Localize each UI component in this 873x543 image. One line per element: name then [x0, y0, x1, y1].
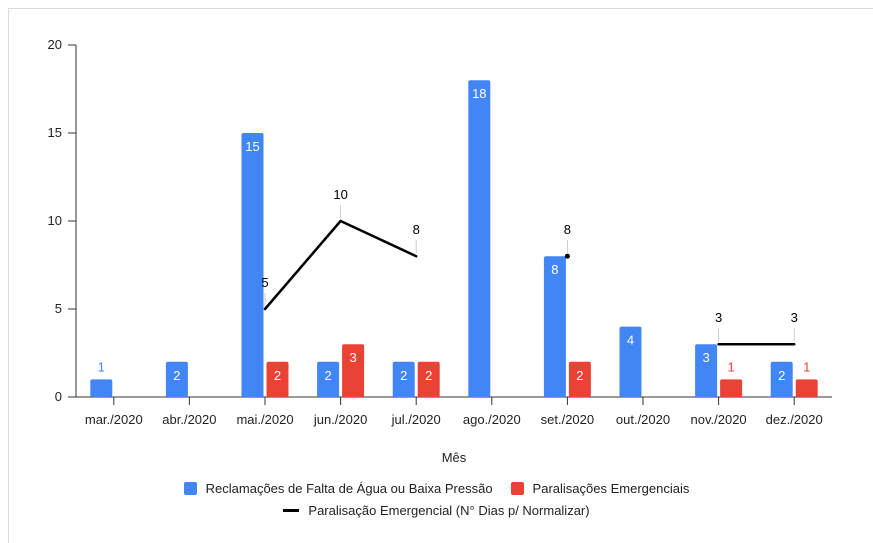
x-tick-label: mai./2020: [236, 412, 293, 427]
bar-paralisacoes: [568, 361, 591, 397]
x-tick-label: nov./2020: [691, 412, 747, 427]
data-label-reclamacoes: 2: [324, 368, 331, 383]
legend: Reclamações de Falta de Água ou Baixa Pr…: [0, 478, 873, 522]
y-tick-label: 5: [55, 301, 62, 316]
data-label-paralisacoes: 2: [425, 368, 432, 383]
data-label-dias: 3: [791, 310, 798, 325]
data-label-paralisacoes: 3: [349, 350, 356, 365]
data-label-dias: 3: [715, 310, 722, 325]
bar-reclamacoes: [543, 256, 566, 397]
bar-reclamacoes: [619, 326, 642, 397]
bar-reclamacoes: [468, 80, 491, 397]
data-label-paralisacoes: 2: [274, 368, 281, 383]
legend-row-2: Paralisação Emergencial (N° Dias p/ Norm…: [0, 500, 873, 520]
bar-paralisacoes: [342, 344, 365, 397]
y-tick-label: 15: [48, 125, 62, 140]
x-tick-label: dez./2020: [766, 412, 823, 427]
legend-swatch-reclamacoes: [183, 481, 197, 495]
x-tick-label: set./2020: [541, 412, 595, 427]
bar-reclamacoes: [241, 133, 264, 397]
legend-label-reclamacoes: Reclamações de Falta de Água ou Baixa Pr…: [205, 480, 493, 496]
y-tick-label: 10: [48, 213, 62, 228]
data-label-reclamacoes: 3: [702, 350, 709, 365]
data-label-paralisacoes: 1: [727, 359, 734, 374]
legend-swatch-dias: [283, 508, 300, 512]
data-label-dias: 5: [261, 275, 268, 290]
data-label-reclamacoes: 2: [173, 368, 180, 383]
x-tick-label: out./2020: [616, 412, 670, 427]
bar-reclamacoes: [317, 361, 340, 397]
data-label-dias: 10: [333, 187, 347, 202]
legend-item-dias[interactable]: Paralisação Emergencial (N° Dias p/ Norm…: [283, 502, 590, 518]
x-tick-label: abr./2020: [162, 412, 216, 427]
data-label-reclamacoes: 15: [245, 139, 259, 154]
line-point-dias: [564, 253, 570, 259]
data-label-reclamacoes: 2: [400, 368, 407, 383]
data-label-dias: 8: [413, 222, 420, 237]
data-label-reclamacoes: 2: [778, 368, 785, 383]
bar-reclamacoes: [695, 344, 718, 397]
bar-paralisacoes: [266, 361, 289, 397]
data-label-reclamacoes: 18: [472, 86, 486, 101]
line-segment-dias: [263, 219, 342, 311]
legend-label-paralisacoes: Paralisações Emergenciais: [532, 480, 690, 496]
x-tick-label: mar./2020: [85, 412, 143, 427]
legend-row-1: Reclamações de Falta de Água ou Baixa Pr…: [0, 478, 873, 498]
legend-item-reclamacoes[interactable]: Reclamações de Falta de Água ou Baixa Pr…: [183, 480, 493, 496]
bar-reclamacoes: [90, 379, 113, 397]
bar-paralisacoes: [417, 361, 440, 397]
bar-reclamacoes: [392, 361, 415, 397]
bar-reclamacoes: [165, 361, 188, 397]
data-label-reclamacoes: 8: [551, 262, 558, 277]
x-tick-label: ago./2020: [463, 412, 521, 427]
data-label-paralisacoes: 2: [576, 368, 583, 383]
x-tick-label: jul./2020: [391, 412, 441, 427]
data-label-reclamacoes: 1: [98, 359, 105, 374]
legend-swatch-paralisacoes: [510, 481, 524, 495]
legend-item-paralisacoes[interactable]: Paralisações Emergenciais: [510, 480, 690, 496]
y-tick-label: 0: [55, 389, 62, 404]
data-label-reclamacoes: 4: [627, 333, 634, 348]
bar-paralisacoes: [795, 379, 818, 397]
legend-label-dias: Paralisação Emergencial (N° Dias p/ Norm…: [308, 502, 590, 518]
data-label-dias: 8: [564, 222, 571, 237]
y-tick-label: 20: [48, 37, 62, 52]
bar-reclamacoes: [770, 361, 793, 397]
x-tick-label: jun./2020: [313, 412, 368, 427]
x-axis-title: Mês: [442, 450, 467, 465]
bar-paralisacoes: [720, 379, 743, 397]
line-segment-dias: [339, 219, 418, 258]
data-label-paralisacoes: 1: [803, 359, 810, 374]
